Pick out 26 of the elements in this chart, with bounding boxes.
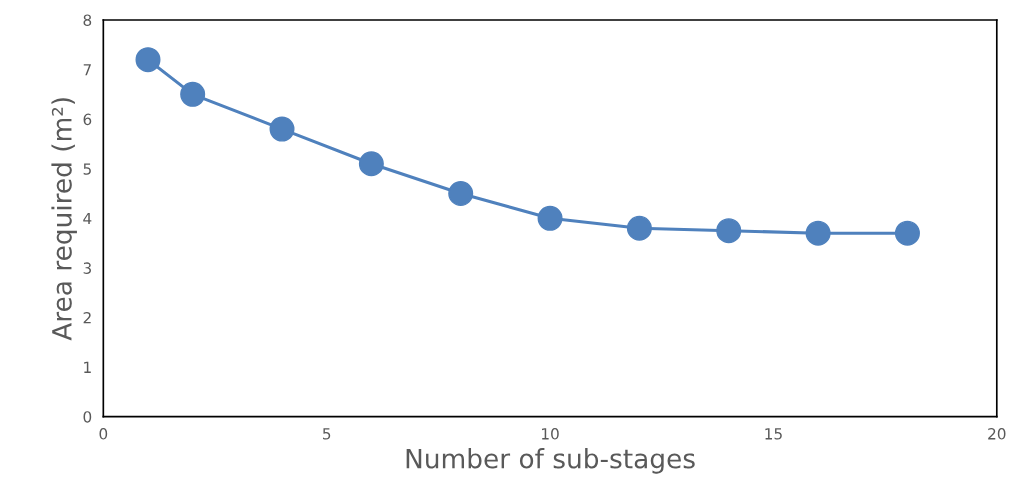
y-tick-label: 8 [83, 14, 92, 26]
y-tick-label: 0 [83, 411, 92, 423]
x-axis-title: Number of sub-stages [406, 448, 695, 474]
y-tick-label: 6 [83, 113, 92, 126]
y-axis-title: Area required (m²) [51, 98, 77, 341]
y-tick-label: 4 [83, 212, 92, 225]
point [269, 116, 295, 142]
y-tick-label: 7 [83, 64, 91, 76]
point [805, 220, 831, 246]
x-tick-label: 10 [542, 428, 559, 440]
point [537, 205, 563, 231]
y-tick-label: 5 [83, 163, 91, 175]
point [358, 151, 384, 177]
x-tick-label: 0 [99, 428, 108, 440]
y-tick-label: 3 [83, 262, 91, 274]
x-tick-label: 20 [988, 428, 1006, 440]
point [716, 218, 742, 244]
point [180, 81, 206, 107]
x-tick-label: 5 [323, 428, 331, 440]
point [448, 181, 474, 207]
point [626, 215, 652, 241]
point [894, 220, 920, 246]
y-tick-label: 1 [84, 361, 91, 373]
y-tick-label: 2 [83, 311, 91, 324]
x-tick-label: 15 [765, 428, 782, 440]
point [135, 47, 161, 73]
